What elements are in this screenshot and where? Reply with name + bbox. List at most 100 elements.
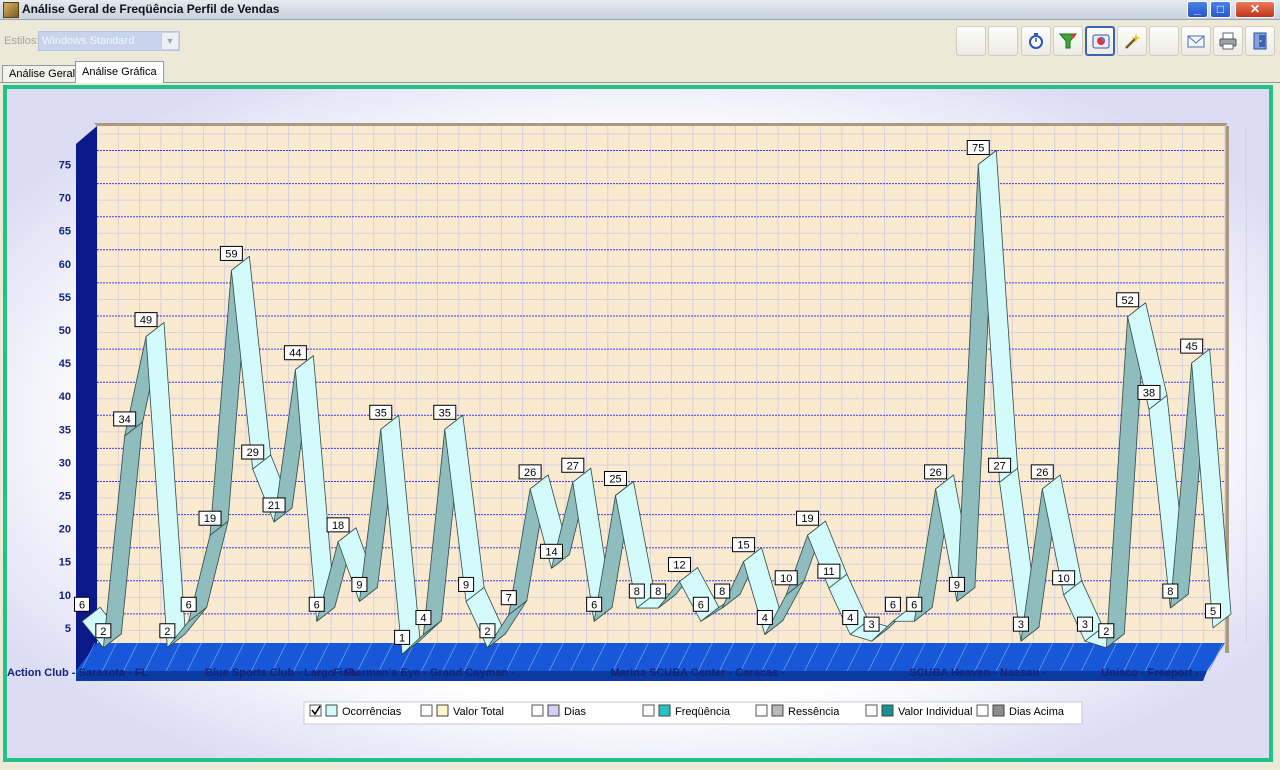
print-button[interactable] (1213, 26, 1243, 56)
floor-hatch (165, 642, 181, 672)
maximize-button[interactable]: □ (1210, 1, 1231, 18)
data-label-box (817, 563, 841, 579)
data-label: 15 (737, 540, 749, 552)
data-label-box (603, 471, 627, 486)
data-label: 6 (79, 599, 85, 611)
styles-select-value: Windows Standard (42, 35, 135, 47)
floor-hatch (634, 642, 649, 672)
floor-hatch (740, 642, 756, 672)
data-label: 35 (439, 407, 451, 419)
data-label-box (948, 576, 965, 592)
data-label: 12 (673, 560, 685, 572)
plot-right-edge (1225, 126, 1229, 653)
data-label: 8 (719, 586, 725, 598)
y-tick-label: 40 (59, 391, 71, 403)
data-label-box (241, 444, 265, 460)
y-tick-label: 65 (59, 226, 71, 238)
data-label: 6 (591, 599, 597, 611)
floor-hatch (144, 642, 160, 672)
floor-hatch (1102, 642, 1117, 672)
floor-hatch (506, 642, 522, 672)
x-axis-label: Fisherman's Eye - Grand Cayman - (333, 667, 515, 679)
floor-hatch (910, 642, 926, 672)
legend: Ocorrências Valor Total Dias Freqüência Ress… (303, 701, 1083, 725)
data-label-box (415, 610, 432, 626)
tab-analise-geral[interactable]: Análise Geral (2, 65, 83, 82)
data-label-box (884, 596, 901, 612)
filter-button[interactable] (1053, 26, 1083, 56)
legend-swatch (881, 704, 894, 717)
legend-swatch (436, 704, 449, 717)
floor-hatch (719, 642, 734, 672)
floor-hatch (123, 642, 138, 672)
floor-hatch (1187, 642, 1203, 672)
legend-swatch (771, 704, 784, 717)
floor-hatch (80, 642, 96, 672)
plot-top-edge (94, 123, 1228, 126)
chart-icon (1092, 34, 1110, 49)
data-label: 34 (119, 414, 131, 426)
data-label: 4 (762, 613, 768, 625)
floor-hatch (101, 642, 117, 672)
blank-button-1[interactable] (956, 26, 986, 56)
data-label: 4 (847, 613, 853, 625)
floor-hatch (676, 642, 692, 672)
tab-analise-grafica[interactable]: Análise Gráfica (75, 61, 164, 83)
chart-frame: 5 10 15 20 25 30 35 40 45 50 55 60 65 70 75 6 2 34 49 2 6 19 5… (3, 85, 1273, 762)
data-label-box (198, 510, 222, 526)
floor-hatch (421, 642, 436, 672)
close-button[interactable]: ✕ (1235, 1, 1275, 18)
chevron-down-icon[interactable]: ▼ (161, 33, 178, 49)
data-label: 38 (1143, 387, 1155, 399)
blank-button-2[interactable] (988, 26, 1018, 56)
data-label: 2 (100, 626, 106, 638)
floor-hatch (782, 642, 798, 672)
data-label: 4 (420, 613, 426, 625)
data-label-box (134, 312, 158, 328)
data-label-box (283, 345, 307, 361)
toolbar: Estilos: Windows Standard ▼ (0, 20, 1280, 62)
wand-button[interactable] (1117, 26, 1147, 56)
data-label: 26 (524, 467, 536, 479)
blank-button-3[interactable] (1149, 26, 1179, 56)
data-label: 10 (780, 573, 792, 585)
data-label: 26 (1036, 467, 1048, 479)
legend-checkbox (309, 704, 322, 717)
floor-hatch (229, 642, 245, 672)
minimize-button[interactable]: _ (1187, 1, 1208, 18)
floor-hatch (868, 642, 883, 672)
floor-hatch (208, 642, 224, 672)
data-label: 2 (484, 626, 490, 638)
timer-button[interactable] (1021, 26, 1051, 56)
printer-icon (1219, 32, 1237, 50)
exit-button[interactable] (1245, 26, 1275, 56)
floor-hatch (336, 642, 351, 672)
data-label-box (1098, 623, 1115, 639)
data-label: 9 (954, 579, 960, 591)
data-label-box (500, 590, 517, 606)
legend-label: Dias Acima (1009, 706, 1065, 718)
data-label: 29 (247, 447, 259, 459)
data-label-box (1137, 384, 1161, 400)
floor-hatch (293, 642, 309, 672)
data-label: 45 (1186, 341, 1198, 353)
legend-label: Dias (564, 706, 587, 718)
mail-button[interactable] (1181, 26, 1211, 56)
floor-hatch (804, 642, 819, 672)
data-label: 10 (1057, 573, 1069, 585)
data-label-box (219, 245, 243, 261)
floor-hatch (1144, 642, 1160, 672)
wand-icon (1125, 33, 1141, 49)
data-label-box (714, 583, 731, 599)
styles-label: Estilos: (4, 35, 40, 47)
styles-select[interactable]: Windows Standard ▼ (38, 31, 180, 51)
floor-hatch (378, 642, 394, 672)
data-label-box (539, 543, 563, 559)
data-label-box (1030, 464, 1054, 480)
data-label: 27 (567, 460, 579, 472)
data-label: 19 (204, 513, 216, 525)
x-axis-label: Marina SCUBA Center - Caracas - (610, 667, 785, 679)
chart-button[interactable] (1085, 26, 1115, 56)
data-label-box (628, 583, 645, 599)
floor-hatch (1123, 642, 1139, 672)
